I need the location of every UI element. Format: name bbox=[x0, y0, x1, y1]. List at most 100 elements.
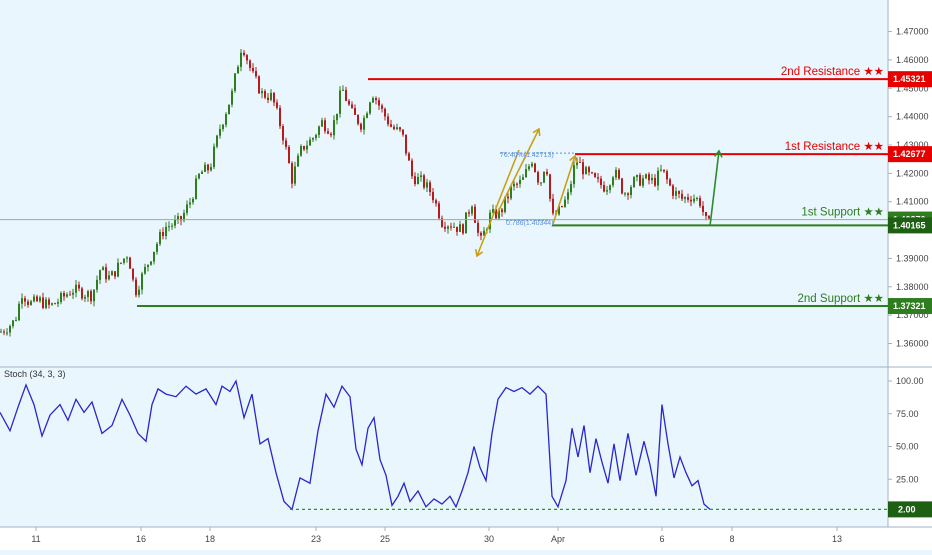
price-tick-label: 1.38000 bbox=[896, 282, 929, 292]
candle-body bbox=[159, 231, 161, 244]
candle-body bbox=[471, 206, 473, 214]
candle-body bbox=[51, 303, 53, 305]
candle-body bbox=[354, 108, 356, 115]
time-axis-ticks: 11 16 18 23 25 30 Apr 6 8 13 bbox=[31, 527, 842, 544]
candle-body bbox=[210, 167, 212, 171]
candle-body bbox=[183, 212, 185, 221]
stoch-title: Stoch (34, 3, 3) bbox=[4, 369, 66, 379]
stoch-pane: 100.00 75.00 50.00 25.00 2.00 bbox=[0, 376, 932, 518]
candle-body bbox=[93, 289, 95, 302]
candle-body bbox=[243, 52, 245, 56]
candle-body bbox=[537, 172, 539, 183]
candle-body bbox=[111, 271, 113, 276]
candle-body bbox=[648, 174, 650, 181]
time-tick-label: 23 bbox=[311, 534, 321, 544]
candle-body bbox=[672, 185, 674, 196]
candle-body bbox=[15, 320, 17, 322]
candle-body bbox=[78, 284, 80, 289]
candle-body bbox=[531, 163, 533, 167]
candle-body bbox=[63, 293, 65, 297]
candle-body bbox=[627, 193, 629, 195]
candle-body bbox=[306, 145, 308, 150]
candle-body bbox=[114, 271, 116, 277]
candle-body bbox=[651, 177, 653, 181]
candle-body bbox=[474, 206, 476, 223]
candle-body bbox=[675, 191, 677, 196]
candle-body bbox=[321, 120, 323, 127]
candle-body bbox=[708, 216, 710, 219]
candle-body bbox=[144, 266, 146, 274]
candle-body bbox=[150, 261, 152, 265]
green-arrow-up-head bbox=[713, 149, 723, 158]
fib-upper-label: 76.40%(1.42713) bbox=[500, 152, 554, 159]
candle-body bbox=[681, 193, 683, 199]
time-tick-label: 8 bbox=[729, 534, 734, 544]
candle-body bbox=[468, 212, 470, 214]
candle-body bbox=[453, 226, 455, 228]
candle-body bbox=[477, 222, 479, 233]
candle-body bbox=[327, 131, 329, 134]
candle-body bbox=[180, 216, 182, 221]
candle-body bbox=[39, 297, 41, 302]
candle-body bbox=[561, 206, 563, 208]
candle-body bbox=[348, 100, 350, 105]
candle-body bbox=[69, 294, 71, 296]
candle-body bbox=[411, 160, 413, 177]
candle-body bbox=[192, 198, 194, 203]
candle-body bbox=[156, 243, 158, 252]
candle-body bbox=[579, 161, 581, 163]
candle-body bbox=[459, 224, 461, 232]
candle-body bbox=[609, 185, 611, 191]
candle-body bbox=[237, 66, 239, 74]
candle-body bbox=[129, 257, 131, 269]
green-arrow-up bbox=[709, 150, 720, 227]
candle-body bbox=[702, 205, 704, 213]
candle-body bbox=[45, 299, 47, 309]
candle-body bbox=[27, 301, 29, 305]
candle-body bbox=[375, 98, 377, 101]
candle-body bbox=[201, 171, 203, 174]
candle-body bbox=[252, 67, 254, 72]
candle-body bbox=[18, 303, 20, 321]
candle-body bbox=[495, 209, 497, 219]
candle-body bbox=[57, 302, 59, 304]
gold-arrow-up-2 bbox=[552, 155, 576, 225]
stoch-tick-label: 75.00 bbox=[896, 409, 919, 419]
candle-body bbox=[324, 120, 326, 132]
candle-body bbox=[171, 225, 173, 227]
candle-body bbox=[396, 127, 398, 130]
candle-body bbox=[690, 199, 692, 202]
candle-body bbox=[645, 174, 647, 179]
candle-body bbox=[258, 76, 260, 94]
candle-body bbox=[480, 232, 482, 236]
candle-body bbox=[207, 164, 209, 171]
time-tick-label: 18 bbox=[205, 534, 215, 544]
level-label: 1st Support ★★ bbox=[801, 207, 884, 219]
candle-body bbox=[705, 212, 707, 217]
candle-body bbox=[381, 105, 383, 109]
stoch-line bbox=[0, 379, 711, 511]
candle-body bbox=[267, 97, 269, 100]
candle-body bbox=[408, 153, 410, 161]
price-tick-label: 1.47000 bbox=[896, 27, 929, 37]
candle-body bbox=[660, 169, 662, 171]
candle-body bbox=[516, 183, 518, 185]
level-price-value: 1.37321 bbox=[893, 301, 926, 311]
stoch-tick-label: 100.00 bbox=[896, 376, 924, 386]
candle-body bbox=[657, 170, 659, 186]
candle-body bbox=[285, 140, 287, 147]
candle-body bbox=[357, 114, 359, 124]
candle-body bbox=[333, 120, 335, 136]
candle-body bbox=[393, 126, 395, 130]
level-price-value: 1.45321 bbox=[893, 74, 926, 84]
candle-body bbox=[60, 293, 62, 303]
candle-body bbox=[240, 52, 242, 67]
candle-body bbox=[639, 174, 641, 186]
candle-body bbox=[75, 284, 77, 293]
price-tick-label: 1.41000 bbox=[896, 197, 929, 207]
time-tick-label: 25 bbox=[380, 534, 390, 544]
candle-body bbox=[456, 226, 458, 232]
candle-body bbox=[165, 226, 167, 237]
candle-body bbox=[564, 199, 566, 207]
